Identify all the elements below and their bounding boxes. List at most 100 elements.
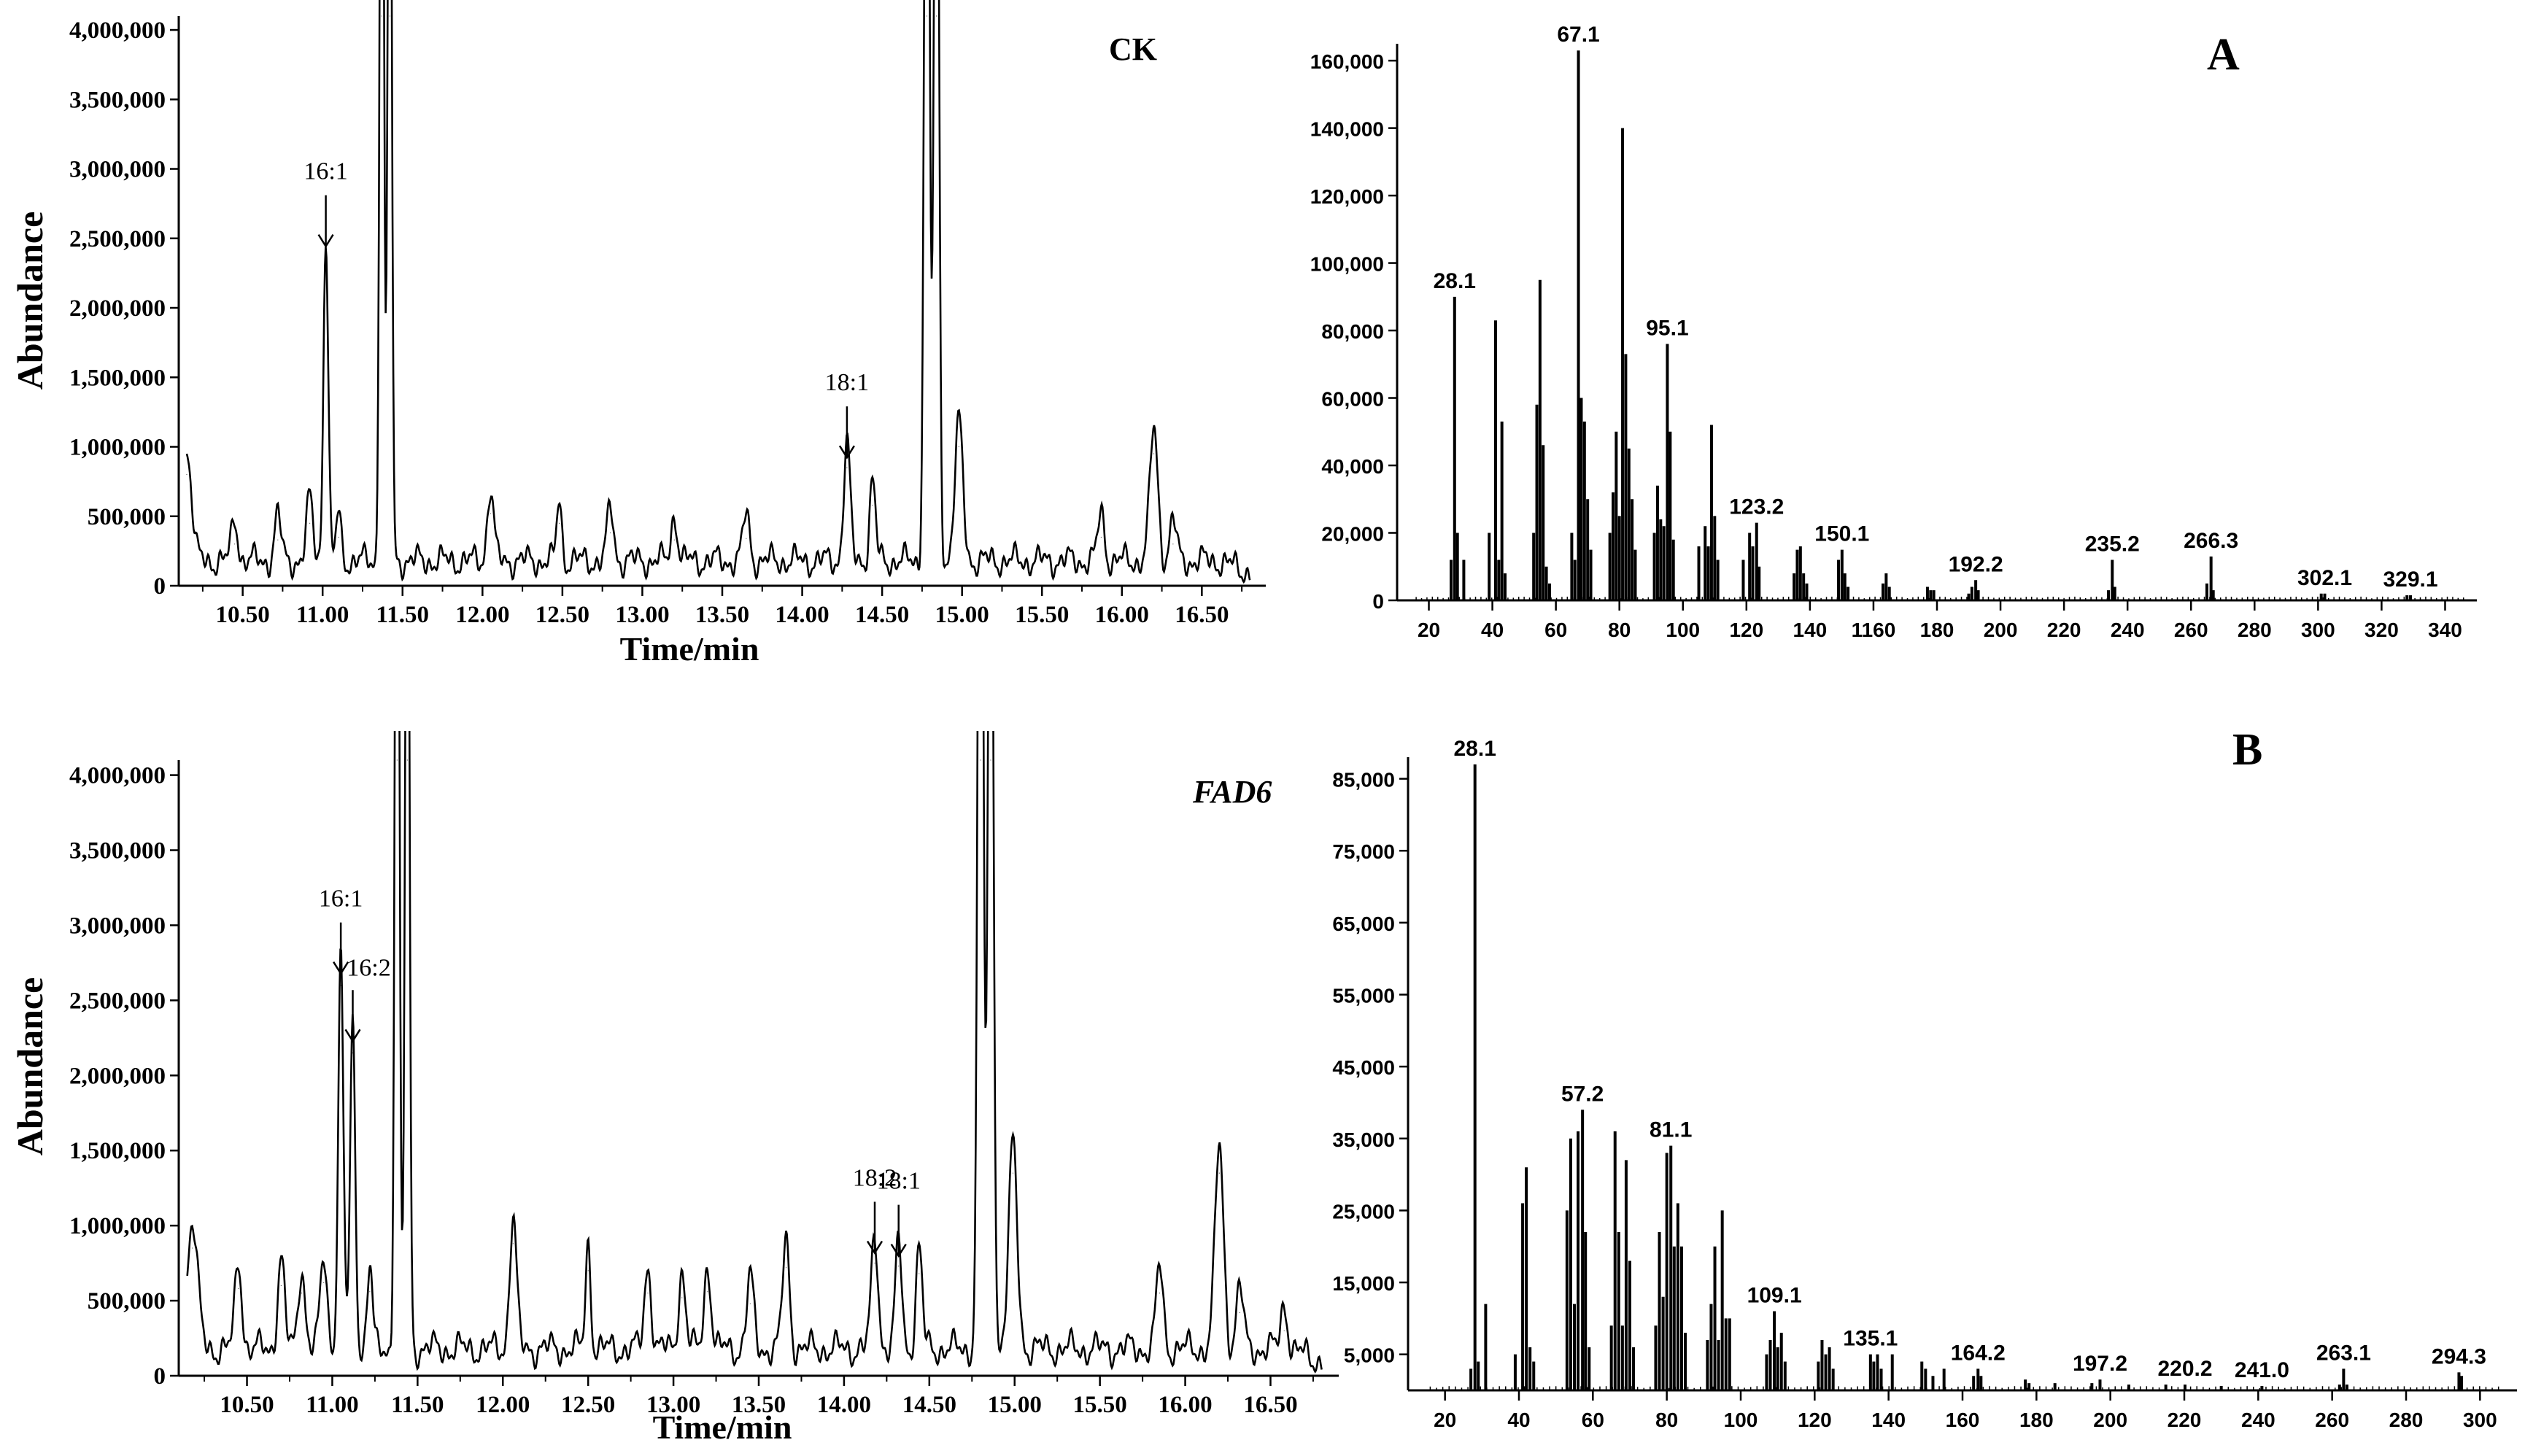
x-tick-label: 100 (1724, 1409, 1758, 1431)
data-label: 81.1 (1650, 1118, 1692, 1142)
y-axis-title: Abundance (9, 977, 50, 1156)
x-tick-label: 120 (1729, 619, 1763, 641)
x-tick-label: 80 (1655, 1409, 1678, 1431)
x-tick-label: 16.50 (1243, 1392, 1297, 1418)
y-tick-label: 100,000 (1310, 253, 1384, 276)
x-tick-label: 260 (2315, 1409, 2349, 1431)
panel-label: CK (1109, 31, 1157, 67)
peak-point (369, 1291, 371, 1293)
y-axis-title: Abundance (9, 212, 50, 390)
peak-point (325, 258, 327, 260)
y-tick-label: 60,000 (1321, 388, 1384, 411)
peak-point (234, 543, 236, 545)
y-tick-label: 500,000 (88, 504, 166, 530)
x-tick-label: 13.50 (732, 1392, 786, 1418)
x-tick-label: 240 (2111, 619, 2145, 641)
data-label: 192.2 (1949, 552, 2003, 576)
y-tick-label: 55,000 (1332, 985, 1395, 1007)
x-tick-label: 14.00 (817, 1392, 871, 1418)
peak-point (936, 15, 937, 17)
x-tick-label: 15.00 (988, 1392, 1042, 1418)
y-tick-label: 85,000 (1332, 769, 1395, 791)
x-tick-label: 12.00 (455, 602, 509, 628)
y-tick-label: 3,500,000 (69, 87, 166, 113)
x-tick-label: 11.00 (306, 1392, 358, 1418)
data-label: 329.1 (2383, 568, 2437, 592)
y-tick-label: 0 (1372, 590, 1384, 613)
x-tick-label: 10.50 (220, 1392, 274, 1418)
data-label: 135.1 (1843, 1327, 1898, 1351)
y-tick-label: 0 (154, 573, 166, 600)
peak-point (1172, 543, 1174, 545)
y-tick-label: 4,000,000 (69, 18, 166, 44)
x-tick-label: 140 (1793, 619, 1828, 641)
data-label: 28.1 (1434, 269, 1476, 293)
x-tick-label: 12.50 (535, 602, 589, 628)
data-label: 95.1 (1646, 317, 1688, 341)
y-tick-label: 2,000,000 (69, 1063, 166, 1089)
x-tick-label: 14.50 (855, 602, 909, 628)
data-label: 109.1 (1747, 1284, 1802, 1308)
x-tick-label: 80 (1608, 619, 1631, 641)
y-tick-label: 2,500,000 (69, 988, 166, 1014)
y-tick-label: 80,000 (1321, 320, 1384, 343)
panel-label: B (2232, 725, 2262, 775)
peak-point (559, 522, 560, 524)
peak-point (490, 513, 491, 514)
x-tick-label: 340 (2428, 619, 2462, 641)
y-tick-label: 140,000 (1310, 118, 1384, 141)
data-label: 235.2 (2085, 533, 2140, 557)
x-tick-label: 40 (1481, 619, 1504, 641)
x-tick-label: 60 (1544, 619, 1567, 641)
x-tick-label: 14.50 (902, 1392, 956, 1418)
x-tick-label: 11.50 (391, 1392, 444, 1418)
peak-point (186, 474, 187, 476)
data-label: 266.3 (2184, 529, 2238, 553)
y-tick-label: 1,500,000 (69, 365, 166, 391)
x-tick-label: 240 (2241, 1409, 2275, 1431)
x-tick-label: 13.50 (695, 602, 749, 628)
peak-point (323, 1282, 325, 1283)
annotation-arrow-head (317, 233, 334, 248)
x-tick-label: 140 (1871, 1409, 1906, 1431)
x-tick-label: 320 (2364, 619, 2399, 641)
annotation-arrow-head (890, 1244, 907, 1258)
peak-point (396, 759, 398, 761)
data-label: 57.2 (1561, 1082, 1604, 1106)
peak-annotation-label: 18:1 (825, 369, 869, 396)
chromatogram-trace (186, 731, 1323, 1374)
y-tick-label: 3,000,000 (69, 913, 166, 939)
y-tick-label: 3,000,000 (69, 157, 166, 183)
x-tick-label: 11.50 (376, 602, 429, 628)
peak-point (872, 505, 873, 506)
x-tick-label: 1160 (1852, 619, 1896, 641)
x-tick-label: 280 (2389, 1409, 2424, 1431)
x-tick-label: 40 (1507, 1409, 1530, 1431)
data-label: 302.1 (2297, 566, 2352, 590)
x-tick-label: 15.50 (1015, 602, 1069, 628)
y-tick-label: 75,000 (1332, 840, 1395, 863)
x-tick-label: 15.50 (1073, 1392, 1127, 1418)
annotation-arrow-head (838, 445, 855, 460)
data-label: 28.1 (1454, 737, 1496, 761)
y-tick-label: 40,000 (1321, 455, 1384, 478)
x-tick-label: 16.00 (1158, 1392, 1212, 1418)
peak-point (1100, 536, 1102, 538)
peak-annotation-label: 16:1 (319, 886, 363, 913)
y-tick-label: 1,000,000 (69, 1213, 166, 1239)
x-tick-label: 15.00 (935, 602, 989, 628)
peak-annotation-label: 18:2 (853, 1165, 897, 1192)
data-label: 294.3 (2432, 1344, 2486, 1368)
x-tick-label: 100 (1666, 619, 1700, 641)
mass-spectrum-b: 20 40 60 80 100 120 140 160 180 200 220 240 260 280 30… (1332, 725, 2517, 1431)
y-tick-label: 5,000 (1344, 1344, 1395, 1367)
y-tick-label: 65,000 (1332, 913, 1395, 935)
x-tick-label: 220 (2168, 1409, 2202, 1431)
y-tick-label: 20,000 (1321, 523, 1384, 546)
y-tick-label: 35,000 (1332, 1128, 1395, 1151)
y-tick-label: 4,000,000 (69, 763, 166, 789)
annotation-arrow-head (866, 1240, 883, 1255)
data-label: 67.1 (1557, 23, 1599, 47)
x-tick-label: 180 (2019, 1409, 2054, 1431)
